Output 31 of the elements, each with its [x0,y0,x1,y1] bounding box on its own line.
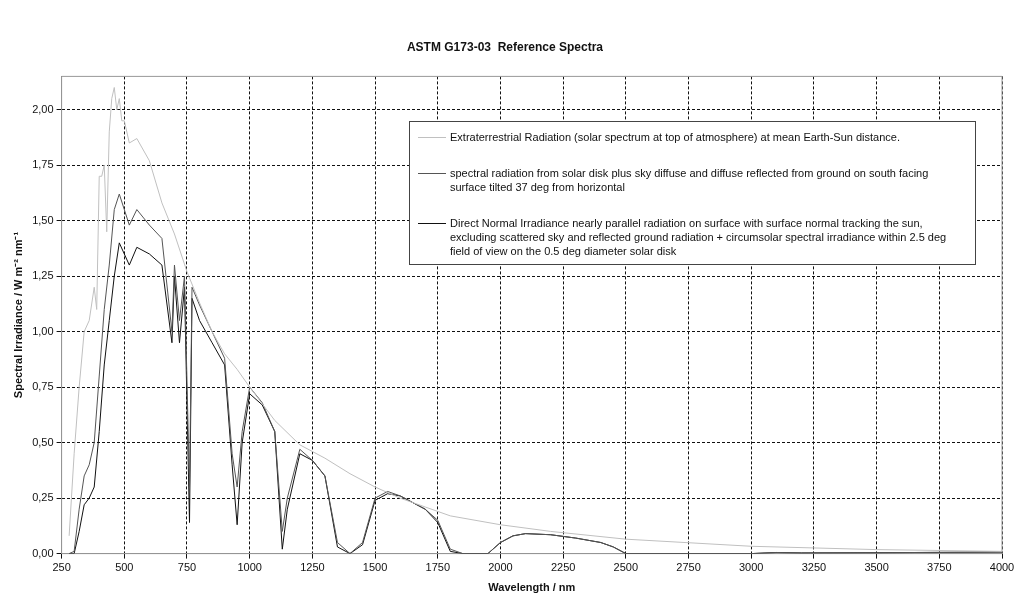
y-tick-label: 0,50 [32,435,54,448]
x-tick-label: 4000 [989,561,1015,574]
x-tick-label: 3250 [801,561,827,574]
y-tick-label: 0,75 [32,380,54,393]
y-tick-label: 1,75 [32,158,54,171]
x-tick-label: 1000 [237,561,262,574]
x-tick-label: 3500 [864,561,889,574]
x-tick-label: 2750 [676,561,701,574]
x-tick-label: 2250 [550,561,576,574]
legend-label: Extraterrestrial Radiation (solar spectrum at top of atmosphere) at mean Earth-Sun distance. [450,130,900,145]
x-tick-label: 750 [177,561,197,574]
y-tick-label: 0,25 [32,491,54,504]
y-tick-label: 1,25 [32,269,54,282]
x-tick-label: 250 [52,561,71,574]
x-axis-title: Wavelength / nm [488,581,576,594]
y-tick-label: 0,00 [32,546,54,559]
x-tick-label: 1500 [362,561,388,574]
legend-label: Direct Normal Irradiance nearly parallel radiation on surface with surface normal tracking the sun, excluding scattered sky and reflected ground radiation + circumsolar spectral irradiance within 2.5 deg field of view on the 0.5 deg diameter solar disk [450,216,948,259]
x-tick-label: 500 [115,561,134,574]
y-tick-label: 1,50 [32,213,54,226]
legend-label: spectral radiation from solar disk plus sky diffuse and diffuse reflected from ground on south facing surface tilted 37 deg from horizontal [450,166,930,195]
x-tick-label: 3750 [927,561,952,574]
y-tick-label: 1,00 [32,324,54,337]
y-axis-title: Spectral Irradiance / W m⁻² nm⁻¹ [11,231,24,399]
x-tick-label: 3000 [738,561,764,574]
y-tick-label: 2,00 [32,102,54,115]
x-tick-label: 1750 [425,561,451,574]
x-tick-label: 1250 [300,561,325,574]
x-tick-label: 2500 [613,561,639,574]
chart-title: ASTM G173-03 Reference Spectra [406,39,604,54]
x-tick-label: 2000 [488,561,513,574]
